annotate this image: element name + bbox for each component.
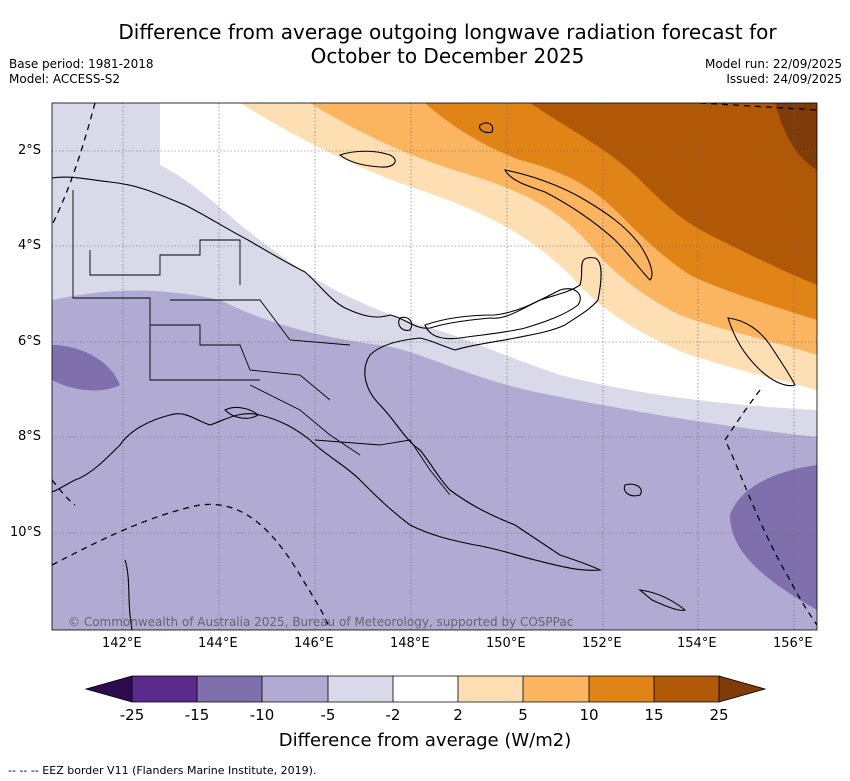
chart-title: Difference from average outgoing longwav… <box>90 20 805 68</box>
colorbar-label: 15 <box>644 706 664 724</box>
lat-label-10s: 10°S <box>10 525 42 540</box>
lon-label-156e: 156°E <box>773 636 813 651</box>
lat-label-6s: 6°S <box>18 334 42 349</box>
lon-label-148e: 148°E <box>390 636 430 651</box>
coastlines <box>52 122 796 630</box>
eez-legend: -- -- -- EEZ border V11 (Flanders Marine… <box>8 764 317 777</box>
map-frame <box>51 102 818 631</box>
colorbar-bin-plus10-plus15 <box>589 676 654 702</box>
colorbar-bin-plus5-plus10 <box>523 676 589 702</box>
lon-label-142e: 142°E <box>102 636 142 651</box>
colorbar-bin-minus25-minus15 <box>132 676 197 702</box>
colorbar-label: 2 <box>453 706 463 724</box>
lat-label-4s: 4°S <box>18 238 42 253</box>
colorbar-bin-minus2-plus2 <box>393 676 458 702</box>
lon-label-152e: 152°E <box>582 636 622 651</box>
colorbar-bin-plus15-plus25 <box>654 676 719 702</box>
colorbar-bin-minus15-minus10 <box>197 676 262 702</box>
title-line-1: Difference from average outgoing longwav… <box>118 20 777 44</box>
band-plus15-plus25 <box>530 103 817 285</box>
model-name: Model: ACCESS-S2 <box>9 72 121 86</box>
colorbar-bin-plus2-plus5 <box>458 676 523 702</box>
copyright-text: © Commonwealth of Australia 2025, Bureau… <box>68 615 573 629</box>
colorbar-label: -10 <box>249 706 275 724</box>
colorbar-label: 10 <box>579 706 599 724</box>
province-borders <box>72 190 451 496</box>
colorbar-label: -5 <box>320 706 336 724</box>
colorbar-label: 5 <box>518 706 528 724</box>
colorbar-title: Difference from average (W/m2) <box>278 730 572 751</box>
map-panel: © Commonwealth of Australia 2025, Bureau… <box>52 103 817 630</box>
colorbar-bin-minus10-minus5 <box>262 676 328 702</box>
colorbar <box>84 675 767 703</box>
lon-label-150e: 150°E <box>486 636 526 651</box>
patch-minus15-east <box>730 465 817 610</box>
colorbar-label: -15 <box>184 706 210 724</box>
lat-label-8s: 8°S <box>18 429 42 444</box>
colorbar-label: 25 <box>709 706 729 724</box>
patch-minus15-west <box>52 345 120 391</box>
lon-label-146e: 146°E <box>294 636 334 651</box>
lat-label-2s: 2°S <box>18 143 42 158</box>
model-run: Model run: 22/09/2025 <box>704 57 842 71</box>
issued-date: Issued: 24/09/2025 <box>726 72 842 86</box>
colorbar-extend-high <box>719 676 765 702</box>
meta-left: Base period: 1981-2018 Model: ACCESS-S2 <box>9 57 154 87</box>
graticule <box>52 103 817 630</box>
band-above-plus25 <box>775 103 817 170</box>
title-line-2: October to December 2025 <box>310 44 585 68</box>
base-period: Base period: 1981-2018 <box>9 57 154 71</box>
colorbar-label: -2 <box>385 706 401 724</box>
colorbar-bin-minus5-minus2 <box>328 676 393 702</box>
colorbar-label: -25 <box>119 706 145 724</box>
eez-borders <box>52 103 817 630</box>
colorbar-extend-low <box>86 676 132 702</box>
lon-label-154e: 154°E <box>677 636 717 651</box>
lon-label-144e: 144°E <box>198 636 238 651</box>
meta-right: Model run: 22/09/2025 Issued: 24/09/2025 <box>705 57 842 87</box>
